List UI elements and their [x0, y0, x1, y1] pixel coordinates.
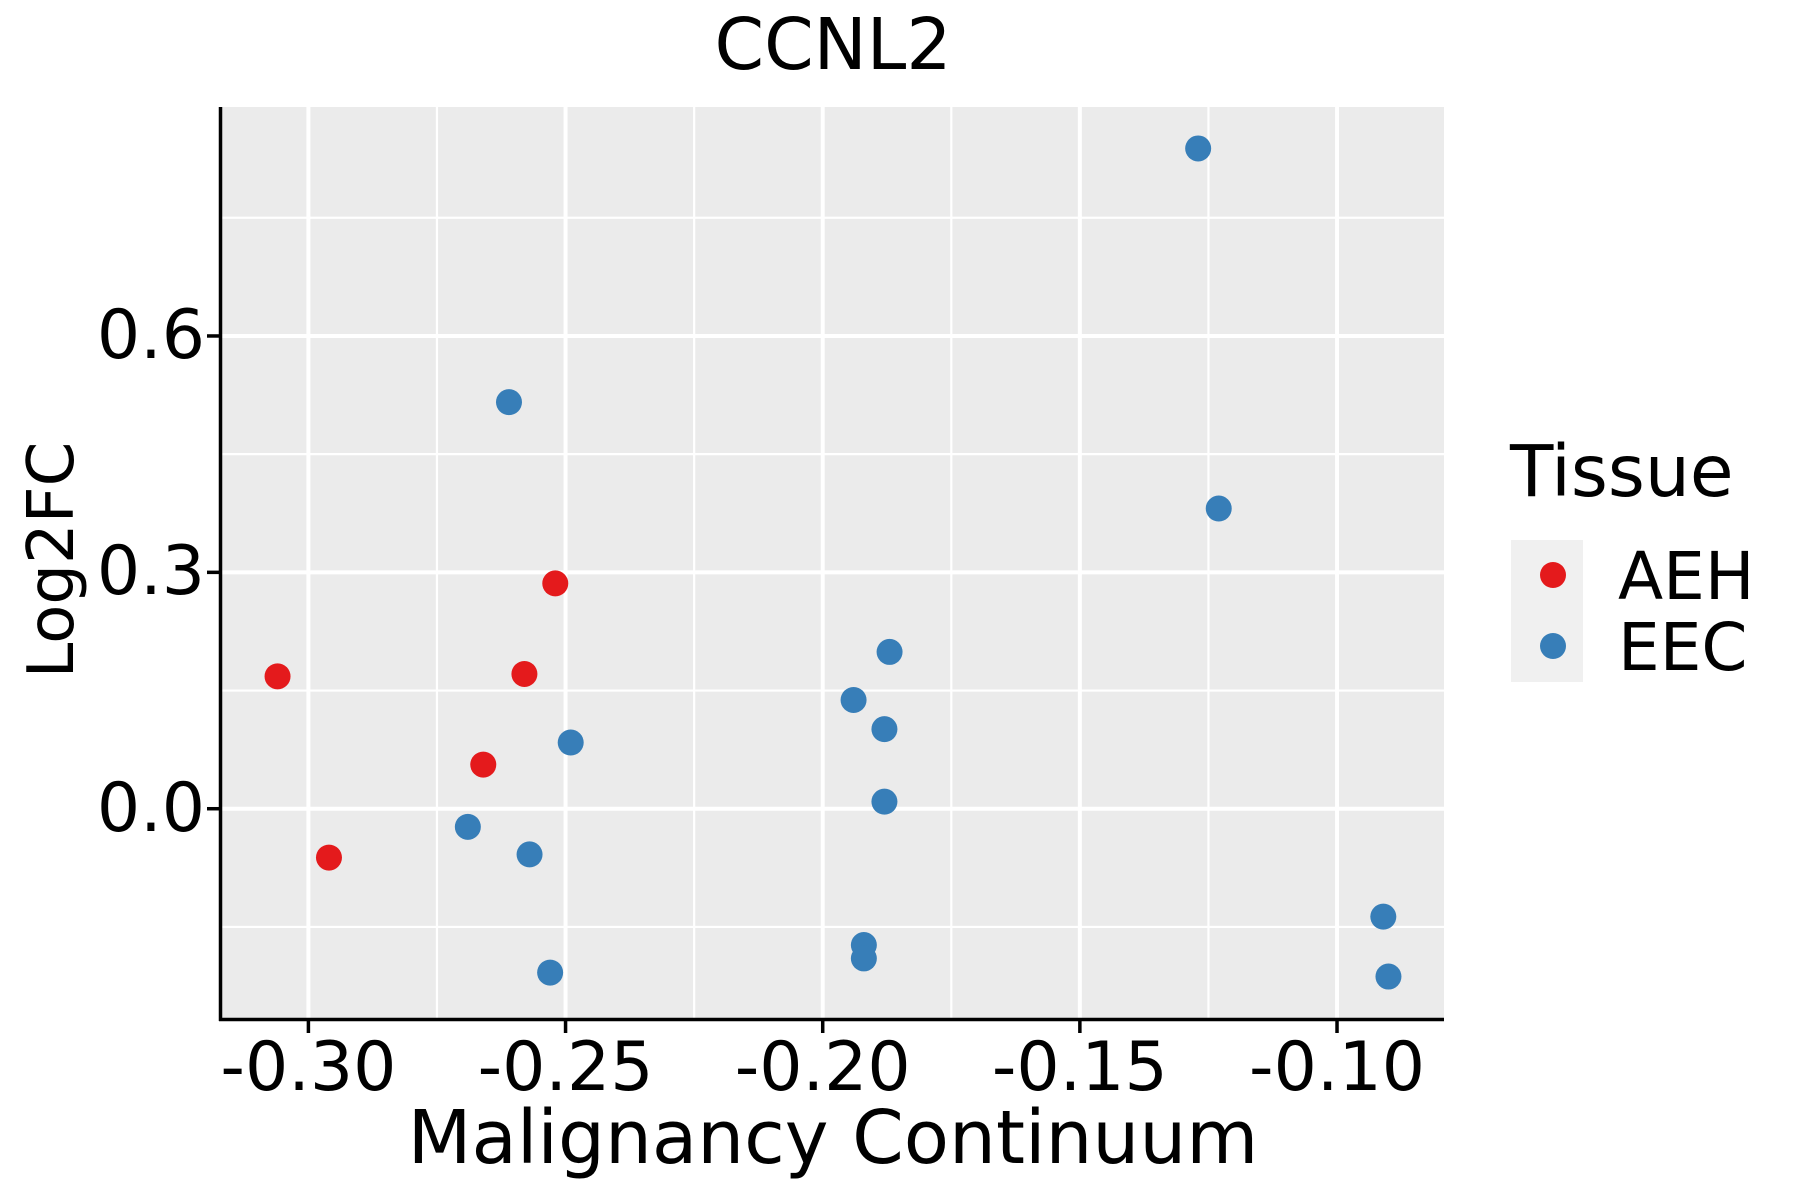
data-point-eec	[516, 841, 543, 868]
x-tick-label: -0.20	[734, 1028, 911, 1107]
data-point-eec	[850, 945, 877, 972]
data-point-aeh	[264, 663, 291, 690]
data-point-eec	[871, 788, 898, 815]
plot-title: CCNL2	[714, 3, 952, 86]
data-point-eec	[557, 729, 584, 756]
data-point-aeh	[542, 570, 569, 597]
y-tick-label: 0.6	[96, 295, 205, 375]
data-point-eec	[1185, 135, 1212, 162]
data-point-aeh	[511, 660, 538, 687]
y-tick-label: 0.3	[96, 532, 205, 612]
x-tick-label: -0.15	[991, 1028, 1168, 1107]
aeh-point-icon	[1540, 562, 1566, 588]
data-point-eec	[876, 638, 903, 665]
data-point-eec	[1370, 903, 1397, 930]
legend-title: Tissue	[1510, 430, 1734, 513]
x-axis-title: Malignancy Continuum	[407, 1095, 1259, 1181]
data-point-eec	[871, 716, 898, 743]
data-point-aeh	[470, 751, 497, 778]
data-point-eec	[454, 813, 481, 840]
legend-key-box	[1511, 540, 1583, 611]
plot-panel	[222, 107, 1444, 1018]
legend-key-box	[1511, 611, 1583, 682]
data-point-aeh	[315, 844, 342, 871]
data-point-eec	[840, 686, 867, 713]
data-point-eec	[537, 959, 564, 986]
y-tick-label: 0.0	[96, 768, 205, 848]
eec-point-icon	[1540, 633, 1566, 659]
x-tick-label: -0.10	[1249, 1028, 1425, 1107]
legend-label-eec: EEC	[1618, 609, 1748, 686]
legend-label-aeh: AEH	[1618, 538, 1755, 615]
data-point-eec	[495, 389, 522, 416]
x-tick-label: -0.25	[477, 1028, 654, 1107]
data-point-eec	[1375, 963, 1402, 990]
data-point-eec	[1205, 495, 1232, 522]
x-tick-label: -0.30	[220, 1028, 397, 1107]
